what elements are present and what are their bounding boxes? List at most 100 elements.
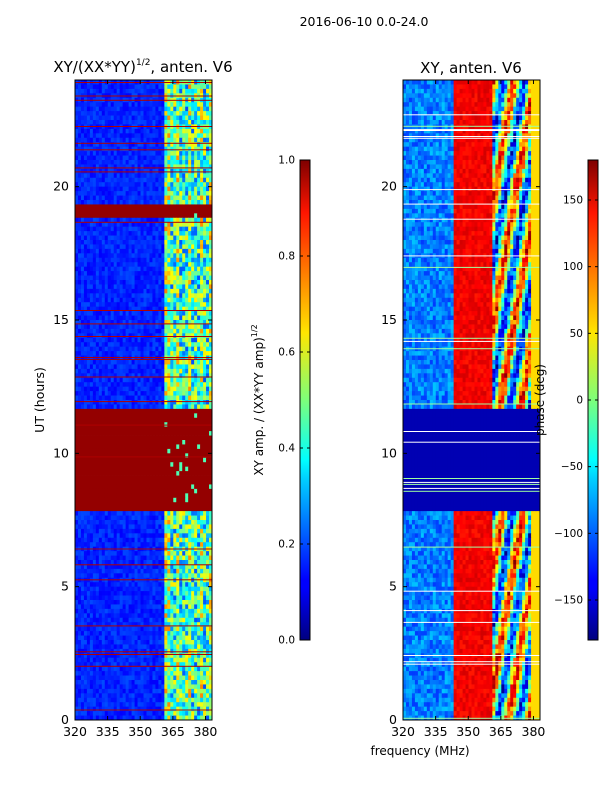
left-heatmap-cell <box>197 137 201 143</box>
left-heatmap-cell <box>122 426 127 432</box>
left-heatmap-cell <box>125 386 130 392</box>
left-heatmap-cell <box>80 360 85 365</box>
left-heatmap-cell <box>80 146 85 152</box>
left-heatmap-cell <box>134 351 138 356</box>
left-heatmap-cell <box>107 471 112 476</box>
left-heatmap-cell <box>191 426 195 432</box>
left-heatmap-cell <box>116 84 121 90</box>
left-heatmap-cell <box>164 217 168 223</box>
left-heatmap-cell <box>92 520 97 525</box>
left-heatmap-cell <box>209 324 212 330</box>
left-heatmap-cell <box>89 324 94 330</box>
left-heatmap-cell <box>197 133 201 139</box>
left-heatmap-cell <box>203 404 207 410</box>
left-heatmap-cell <box>200 377 204 383</box>
left-heatmap-cell <box>206 466 210 472</box>
left-heatmap-cell <box>116 386 121 392</box>
left-heatmap-cell <box>146 537 150 543</box>
left-heatmap-cell <box>161 186 165 192</box>
left-heatmap-cell <box>122 244 127 250</box>
left-heatmap-cell <box>92 342 97 348</box>
left-heatmap-cell <box>191 293 195 299</box>
left-heatmap-cell <box>200 542 204 548</box>
left-heatmap-cell <box>143 515 147 521</box>
left-heatmap-cell <box>95 417 100 423</box>
left-heatmap-cell <box>143 240 147 245</box>
left-heatmap-cell <box>75 186 79 192</box>
left-heatmap-cell <box>164 240 168 245</box>
left-heatmap-cell <box>104 320 109 325</box>
left-heatmap-cell <box>98 253 103 259</box>
left-heatmap-cell <box>206 213 210 219</box>
left-heatmap-cell <box>155 120 159 125</box>
left-heatmap-cell <box>86 284 91 290</box>
left-heatmap-cell <box>152 542 156 548</box>
left-heatmap-cell <box>95 377 100 383</box>
left-heatmap-cell <box>197 533 201 539</box>
left-heatmap-cell <box>155 168 159 174</box>
left-heatmap-cell <box>107 133 112 139</box>
left-heatmap-cell <box>125 244 130 250</box>
left-heatmap-cell <box>146 524 150 530</box>
left-heatmap-cell <box>131 186 135 192</box>
left-heatmap-cell <box>206 448 210 454</box>
left-heatmap-cell <box>209 480 212 485</box>
left-heatmap-cell <box>107 111 112 116</box>
left-heatmap-cell <box>182 360 186 365</box>
left-heatmap-cell <box>155 204 159 210</box>
left-heatmap-cell <box>131 431 135 436</box>
left-heatmap-cell <box>155 88 159 94</box>
left-heatmap-cell <box>167 200 171 205</box>
left-heatmap-cell <box>194 208 198 214</box>
left-heatmap-cell <box>182 84 186 90</box>
left-heatmap-cell <box>75 204 79 210</box>
left-heatmap-cell <box>197 204 201 210</box>
left-heatmap-cell <box>191 533 195 539</box>
left-heatmap-cell <box>75 306 79 312</box>
left-heatmap-cell <box>122 88 127 94</box>
left-heatmap-cell <box>80 506 85 512</box>
left-heatmap-cell <box>188 431 192 436</box>
left-heatmap-cell <box>143 364 147 370</box>
left-heatmap-cell <box>89 257 94 263</box>
left-heatmap-cell <box>194 168 198 174</box>
left-heatmap-cell <box>104 542 109 548</box>
left-heatmap-cell <box>206 484 210 490</box>
left-heatmap-cell <box>200 342 204 348</box>
left-heatmap-cell <box>80 262 85 268</box>
left-heatmap-cell <box>119 111 124 116</box>
left-heatmap-cell <box>203 431 207 436</box>
left-heatmap-cell <box>149 195 153 201</box>
left-heatmap-cell <box>140 226 144 232</box>
left-heatmap-cell <box>167 435 171 441</box>
left-heatmap-cell <box>92 360 97 365</box>
left-heatmap-cell <box>191 497 195 503</box>
left-heatmap-cell <box>206 248 210 254</box>
left-heatmap-cell <box>75 151 79 156</box>
left-heatmap-cell <box>122 262 127 268</box>
left-heatmap-cell <box>182 262 186 268</box>
left-heatmap-cell <box>86 231 91 236</box>
left-heatmap-cell <box>146 351 150 356</box>
left-heatmap-cell <box>116 266 121 272</box>
left-heatmap-cell <box>104 551 109 556</box>
left-heatmap-cell <box>194 453 198 459</box>
left-heatmap-cell <box>179 302 183 308</box>
left-heatmap-cell <box>143 417 147 423</box>
left-heatmap-cell <box>188 484 192 490</box>
left-heatmap-cell <box>194 151 198 156</box>
left-heatmap-cell <box>143 457 147 463</box>
left-heatmap-cell <box>179 337 183 343</box>
left-heatmap-cell <box>158 391 162 396</box>
left-heatmap-cell <box>191 395 195 401</box>
left-heatmap-cell <box>95 217 100 223</box>
left-heatmap-cell <box>173 195 177 201</box>
left-heatmap-cell <box>83 217 88 223</box>
left-heatmap-cell <box>92 471 97 476</box>
left-heatmap-cell <box>200 120 204 125</box>
left-heatmap-cell <box>119 360 124 365</box>
left-heatmap-cell <box>119 382 124 388</box>
left-heatmap-cell <box>155 160 159 165</box>
left-heatmap-cell <box>104 151 109 156</box>
left-heatmap-cell <box>134 271 138 276</box>
